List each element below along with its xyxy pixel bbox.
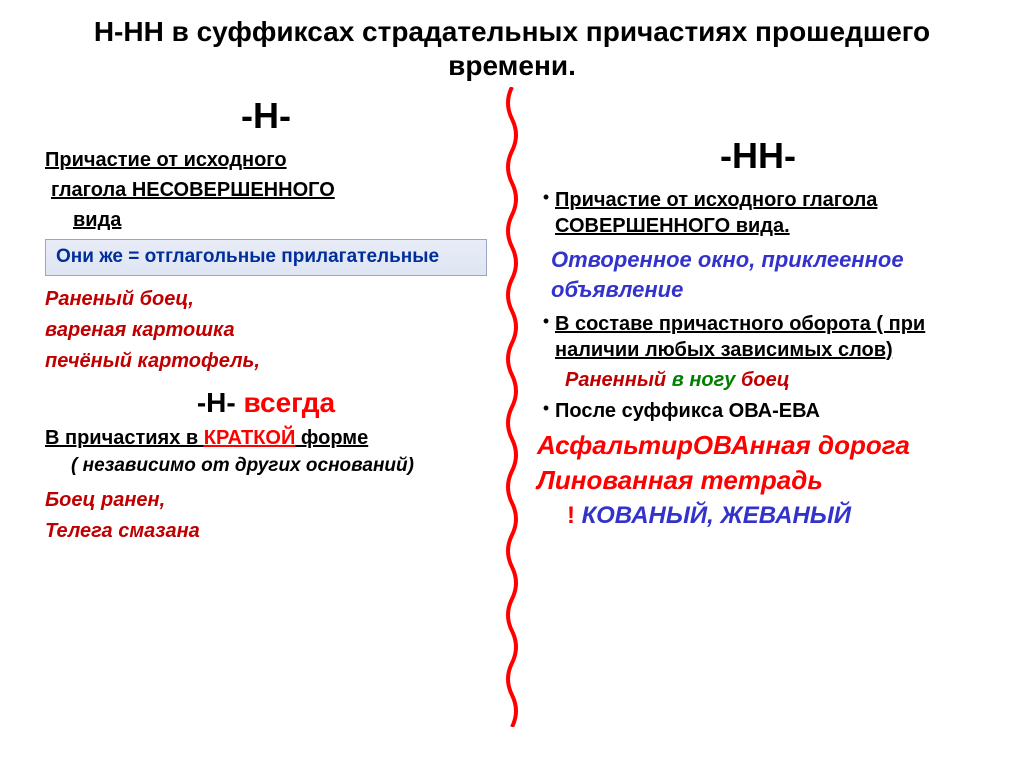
heading-nn: -НН- — [537, 135, 979, 177]
rule-participle-phrase: В составе причастного оборота ( при нали… — [555, 311, 979, 363]
exclamation-icon: ! — [567, 502, 582, 529]
example-varenaya: вареная картошка — [45, 317, 487, 344]
rule-ova-eva: После суффикса ОВА-ЕВА — [555, 398, 820, 424]
heading-n-part: -Н- — [197, 387, 236, 418]
callout-verbal-adj: Они же = отглагольные прилагательные — [45, 239, 487, 276]
bullet-dot-icon: • — [537, 187, 555, 239]
example-smazana: Телега смазана — [45, 518, 487, 545]
exception-text: КОВАНЫЙ, ЖЕВАНЫЙ — [582, 502, 851, 529]
exception-kovany: ! КОВАНЫЙ, ЖЕВАНЫЙ — [567, 502, 979, 530]
bullet-dot-icon: • — [537, 398, 555, 424]
rule-short-post: форме — [295, 427, 368, 449]
example-ranenny-v-nogu: Раненный в ногу боец — [565, 369, 979, 392]
mix-red-1: Раненный — [565, 369, 672, 391]
example-linovannaya: Линованная тетрадь — [537, 465, 979, 496]
rule-perfective: Причастие от исходного глагола СОВЕРШЕНН… — [555, 187, 979, 239]
example-ranen: Боец ранен, — [45, 487, 487, 514]
rule-short-form: В причастиях в КРАТКОЙ форме — [45, 427, 487, 450]
bullet-participle-phrase: • В составе причастного оборота ( при на… — [537, 311, 979, 363]
column-nn: -НН- • Причастие от исходного глагола СО… — [512, 87, 994, 548]
example-pecheny: печёный картофель, — [45, 348, 487, 375]
rule-imperfective-1: Причастие от исходного — [45, 147, 487, 173]
bullet-ova-eva: • После суффикса ОВА-ЕВА — [537, 398, 979, 424]
bullet-dot-icon: • — [537, 311, 555, 363]
rule-imperfective-3: вида — [73, 207, 487, 233]
heading-n: -Н- — [45, 95, 487, 137]
content-columns: -Н- Причастие от исходного глагола НЕСОВ… — [0, 87, 1024, 548]
rule-imperfective-2: глагола НЕСОВЕРШЕННОГО — [51, 177, 487, 203]
example-otvorennoe: Отворенное окно, приклеенное объявление — [551, 245, 979, 304]
example-asfaltirovannaya: АсфальтирОВАнная дорога — [537, 430, 979, 461]
bullet-perfective: • Причастие от исходного глагола СОВЕРШЕ… — [537, 187, 979, 239]
mix-green: в ногу — [672, 369, 736, 391]
example-raneny: Раненый боец, — [45, 286, 487, 313]
rule-short-red: КРАТКОЙ — [204, 427, 296, 449]
rule-short-paren: ( независимо от других оснований) — [71, 454, 487, 479]
page-title: Н-НН в суффиксах страдательных причастия… — [0, 0, 1024, 87]
column-n: -Н- Причастие от исходного глагола НЕСОВ… — [30, 87, 512, 548]
rule-short-pre: В причастиях в — [45, 427, 204, 449]
heading-always-part: всегда — [236, 387, 335, 418]
heading-n-always: -Н- всегда — [45, 387, 487, 419]
mix-red-2: боец — [735, 369, 789, 391]
